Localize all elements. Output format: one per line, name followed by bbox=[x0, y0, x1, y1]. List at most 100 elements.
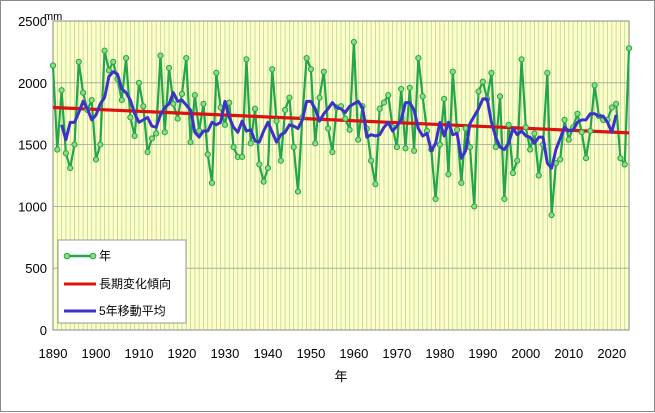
x-tick-label: 1990 bbox=[468, 346, 497, 361]
series-layer bbox=[49, 38, 633, 219]
legend-label-annual: 年 bbox=[99, 249, 111, 263]
data-point-annual bbox=[492, 143, 499, 151]
data-point-annual bbox=[269, 66, 276, 73]
data-point-annual bbox=[398, 85, 405, 93]
x-tick-label: 1900 bbox=[82, 346, 111, 361]
data-point-annual bbox=[191, 92, 198, 99]
data-point-annual bbox=[449, 68, 456, 75]
data-point-annual bbox=[591, 82, 598, 89]
data-point-annual bbox=[294, 188, 302, 195]
data-point-annual bbox=[67, 164, 74, 172]
data-point-annual bbox=[410, 147, 418, 154]
data-point-annual bbox=[208, 179, 216, 187]
data-point-annual bbox=[522, 124, 529, 131]
data-point-annual bbox=[518, 56, 525, 63]
data-point-annual bbox=[329, 148, 336, 156]
legend-marker-annual bbox=[63, 252, 71, 260]
data-point-annual bbox=[531, 130, 538, 137]
data-point-annual bbox=[342, 115, 349, 122]
data-point-annual bbox=[466, 143, 474, 151]
data-point-annual bbox=[325, 125, 332, 132]
data-point-annual bbox=[441, 95, 448, 102]
horizontal-gridlines bbox=[53, 82, 629, 269]
data-point-annual bbox=[320, 68, 327, 75]
y-unit-label: mm bbox=[44, 11, 62, 23]
data-point-annual bbox=[380, 99, 388, 106]
data-point-annual bbox=[58, 87, 65, 94]
data-point-annual bbox=[97, 141, 104, 148]
data-point-annual bbox=[264, 164, 272, 172]
y-tick-label: 1000 bbox=[18, 199, 47, 214]
data-point-annual bbox=[54, 146, 61, 153]
data-point-annual bbox=[290, 143, 297, 151]
x-tick-label: 2010 bbox=[554, 346, 583, 361]
data-point-annual bbox=[105, 67, 112, 74]
legend-marker-annual-2 bbox=[89, 252, 97, 260]
data-point-annual bbox=[251, 105, 259, 112]
data-point-annual bbox=[62, 150, 70, 157]
data-point-annual bbox=[153, 130, 160, 137]
data-point-annual bbox=[122, 54, 130, 62]
data-point-annual bbox=[178, 90, 186, 98]
data-point-annual bbox=[247, 140, 254, 147]
data-point-annual bbox=[617, 155, 624, 162]
x-tick-label: 1960 bbox=[339, 346, 368, 361]
data-point-annual bbox=[453, 126, 461, 133]
x-tick-label: 1890 bbox=[39, 346, 68, 361]
data-point-annual bbox=[213, 69, 220, 77]
data-point-annual bbox=[157, 52, 164, 59]
data-point-annual bbox=[170, 100, 177, 107]
y-tick-label: 1500 bbox=[18, 138, 47, 153]
data-point-annual bbox=[174, 115, 181, 122]
data-point-annual bbox=[432, 195, 439, 203]
y-tick-labels: 0 500 1000 1500 2000 2500 bbox=[18, 14, 47, 338]
data-point-annual bbox=[496, 93, 504, 100]
legend: 年 長期変化傾向 5年移動平均 bbox=[57, 239, 187, 324]
data-point-annual bbox=[282, 106, 289, 114]
y-tick-label: 2000 bbox=[18, 76, 47, 91]
data-point-annual bbox=[385, 92, 392, 99]
y-tick-label: 0 bbox=[40, 323, 47, 338]
data-point-annual bbox=[578, 129, 585, 136]
data-point-annual bbox=[355, 136, 362, 143]
data-point-annual bbox=[505, 121, 512, 128]
series-line-moving-average bbox=[60, 70, 618, 170]
data-point-annual bbox=[144, 148, 151, 156]
x-tick-label: 2020 bbox=[597, 346, 626, 361]
x-tick-labels: 1890 1900 1910 1920 1930 1940 1950 1960 1970 1980… bbox=[39, 346, 627, 361]
data-point-annual bbox=[303, 54, 310, 62]
data-point-annual bbox=[131, 132, 138, 140]
data-point-annual bbox=[71, 141, 78, 148]
data-point-annual bbox=[613, 100, 620, 107]
data-point-annual bbox=[118, 97, 125, 104]
data-point-annual bbox=[187, 139, 194, 146]
data-point-annual bbox=[110, 58, 117, 65]
data-point-annual bbox=[582, 155, 590, 162]
data-point-annual bbox=[527, 146, 534, 153]
legend-label-trend: 長期変化傾向 bbox=[99, 276, 171, 291]
data-point-annual bbox=[183, 54, 190, 62]
data-point-annual bbox=[140, 103, 147, 110]
legend-box bbox=[57, 239, 187, 324]
data-point-annual bbox=[393, 143, 400, 151]
data-point-annual bbox=[49, 62, 57, 69]
data-point-annual bbox=[277, 157, 284, 164]
data-point-annual bbox=[544, 69, 551, 77]
legend-item-trend: 長期変化傾向 bbox=[64, 276, 171, 291]
x-tick-label: 1980 bbox=[425, 346, 454, 361]
data-point-annual bbox=[239, 153, 246, 161]
data-point-annual bbox=[307, 66, 315, 73]
data-point-annual bbox=[419, 93, 426, 100]
data-point-annual bbox=[88, 97, 95, 104]
data-point-annual bbox=[165, 64, 173, 72]
x-tick-label: 1920 bbox=[167, 346, 196, 361]
legend-item-annual: 年 bbox=[63, 249, 111, 263]
data-point-annual bbox=[436, 141, 443, 148]
data-point-annual bbox=[221, 121, 229, 128]
data-point-annual bbox=[488, 69, 495, 77]
data-point-annual bbox=[312, 140, 319, 147]
data-point-annual bbox=[514, 157, 521, 164]
data-point-annual bbox=[286, 94, 293, 101]
data-point-annual bbox=[406, 84, 413, 91]
